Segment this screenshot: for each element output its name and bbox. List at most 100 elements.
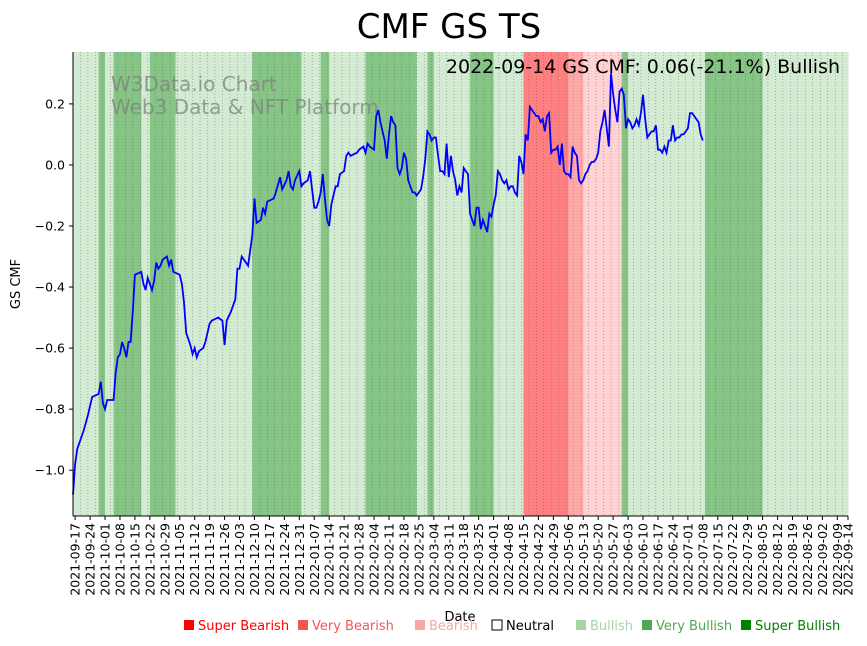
x-tick-label: 2022-05-27: [606, 523, 621, 596]
x-tick-label: 2021-12-03: [232, 523, 247, 596]
x-tick-label: 2022-07-29: [740, 523, 755, 596]
x-tick-label: 2022-01-21: [337, 523, 352, 596]
x-tick-label: 2022-04-29: [546, 523, 561, 596]
x-tick-label: 2022-04-22: [531, 523, 546, 596]
band-very_bearish: [523, 52, 569, 516]
y-tick-label: 0.2: [45, 96, 65, 111]
band-bullish: [433, 52, 471, 516]
band-bullish: [301, 52, 322, 516]
band-very_bullish: [427, 52, 435, 516]
legend-label: Very Bearish: [312, 619, 394, 634]
band-very_bullish: [704, 52, 734, 516]
x-tick-label: 2022-02-04: [367, 523, 382, 596]
legend-label: Very Bullish: [656, 619, 732, 634]
x-tick-label: 2022-05-20: [591, 523, 606, 596]
x-tick-label: 2022-02-11: [381, 523, 396, 596]
x-tick-label: 2022-07-01: [680, 523, 695, 596]
legend-swatch: [491, 619, 503, 631]
y-ticks: −1.0 −0.8 −0.6 −0.4 −0.2 0.0 0.2: [35, 96, 73, 478]
band-bullish: [762, 52, 849, 516]
x-tick-label: 2022-09-02: [815, 523, 830, 596]
band-very_bullish: [252, 52, 302, 516]
x-tick-label: 2022-08-12: [770, 523, 785, 596]
band-bullish: [493, 52, 524, 516]
legend: Super Bearish Very Bearish Bearish Neutral B…: [184, 619, 840, 634]
watermark-line-1: W3Data.io Chart: [111, 72, 277, 96]
band-very_bullish: [365, 52, 418, 516]
x-tick-label: 2022-08-26: [800, 523, 815, 596]
x-tick-label: 2022-04-01: [486, 523, 501, 596]
x-tick-label: 2022-03-11: [441, 523, 456, 596]
legend-label: Super Bullish: [755, 619, 840, 634]
x-tick-label: 2022-04-08: [501, 523, 516, 596]
legend-label: Neutral: [506, 619, 554, 634]
band-bullish: [329, 52, 366, 516]
x-ticks: 2021-09-17 2021-09-24 2021-10-01 2021-10-08…: [68, 516, 856, 596]
x-gridlines: [72, 52, 843, 516]
legend-label: Bearish: [429, 619, 478, 634]
x-tick-label: 2022-04-15: [516, 523, 531, 596]
legend-swatch: [642, 620, 652, 630]
band-bullish: [186, 52, 253, 516]
sentiment-bands: [73, 52, 849, 516]
x-tick-label: 2022-06-17: [650, 523, 665, 596]
band-neutral_pink: [583, 52, 623, 516]
x-tick-label: 2022-08-05: [755, 523, 770, 596]
band-very_bullish: [621, 52, 629, 516]
x-tick-label: 2021-10-29: [157, 523, 172, 596]
chart-title: CMF GS TS: [357, 7, 542, 47]
x-tick-label: 2022-02-18: [396, 523, 411, 596]
x-tick-label: 2021-10-22: [142, 523, 157, 596]
x-tick-label: 2022-08-19: [785, 523, 800, 596]
legend-swatch: [576, 620, 586, 630]
x-tick-label: 2022-01-28: [352, 523, 367, 596]
x-tick-label: 2022-09-14: [841, 523, 856, 596]
x-tick-label: 2021-12-31: [292, 523, 307, 596]
x-tick-label: 2022-06-24: [665, 523, 680, 596]
y-tick-label: −0.2: [35, 219, 65, 234]
x-tick-label: 2021-09-24: [83, 523, 98, 596]
band-very_bullish: [98, 52, 106, 516]
x-tick-label: 2022-05-06: [561, 523, 576, 596]
y-axis-label: GS CMF: [9, 259, 24, 309]
legend-label: Bullish: [590, 619, 633, 634]
x-tick-label: 2022-06-10: [636, 523, 651, 596]
legend-swatch: [741, 620, 751, 630]
x-tick-label: 2022-09-09: [830, 523, 845, 596]
y-tick-label: 0.0: [45, 157, 65, 172]
x-tick-label: 2022-01-14: [322, 523, 337, 596]
watermark-line-2: Web3 Data & NFT Platform: [111, 95, 379, 119]
x-tick-label: 2021-10-15: [127, 523, 142, 596]
x-tick-label: 2021-11-12: [187, 523, 202, 596]
legend-swatch: [415, 620, 425, 630]
x-tick-label: 2022-05-13: [576, 523, 591, 596]
x-tick-label: 2022-03-25: [471, 523, 486, 596]
legend-swatch: [298, 620, 308, 630]
band-bullish: [73, 52, 100, 516]
x-tick-label: 2022-06-03: [621, 523, 636, 596]
band-bearish: [568, 52, 584, 516]
y-tick-label: −0.6: [35, 341, 65, 356]
y-tick-label: −1.0: [35, 463, 65, 478]
band-very_bullish: [320, 52, 330, 516]
x-tick-label: 2021-12-24: [277, 523, 292, 596]
x-axis-label: Date: [444, 610, 475, 625]
band-very_bullish: [470, 52, 495, 516]
x-tick-label: 2021-10-01: [98, 523, 113, 596]
x-tick-label: 2022-03-18: [456, 523, 471, 596]
chart-headline: 2022-09-14 GS CMF: 0.06(-21.1%) Bullish: [446, 56, 840, 78]
x-tick-label: 2021-12-10: [247, 523, 262, 596]
cmf-series-line: [72, 73, 704, 495]
band-bullish: [660, 52, 706, 516]
x-tick-label: 2021-10-08: [112, 523, 127, 596]
band-very_bullish: [732, 52, 764, 516]
band-very_bullish: [113, 52, 142, 516]
x-tick-label: 2022-03-04: [426, 523, 441, 596]
x-tick-label: 2022-07-15: [710, 523, 725, 596]
y-tick-label: −0.8: [35, 402, 65, 417]
x-tick-label: 2021-11-05: [172, 523, 187, 596]
band-bullish: [416, 52, 428, 516]
x-tick-label: 2021-11-19: [202, 523, 217, 596]
x-tick-label: 2022-01-07: [307, 523, 322, 596]
